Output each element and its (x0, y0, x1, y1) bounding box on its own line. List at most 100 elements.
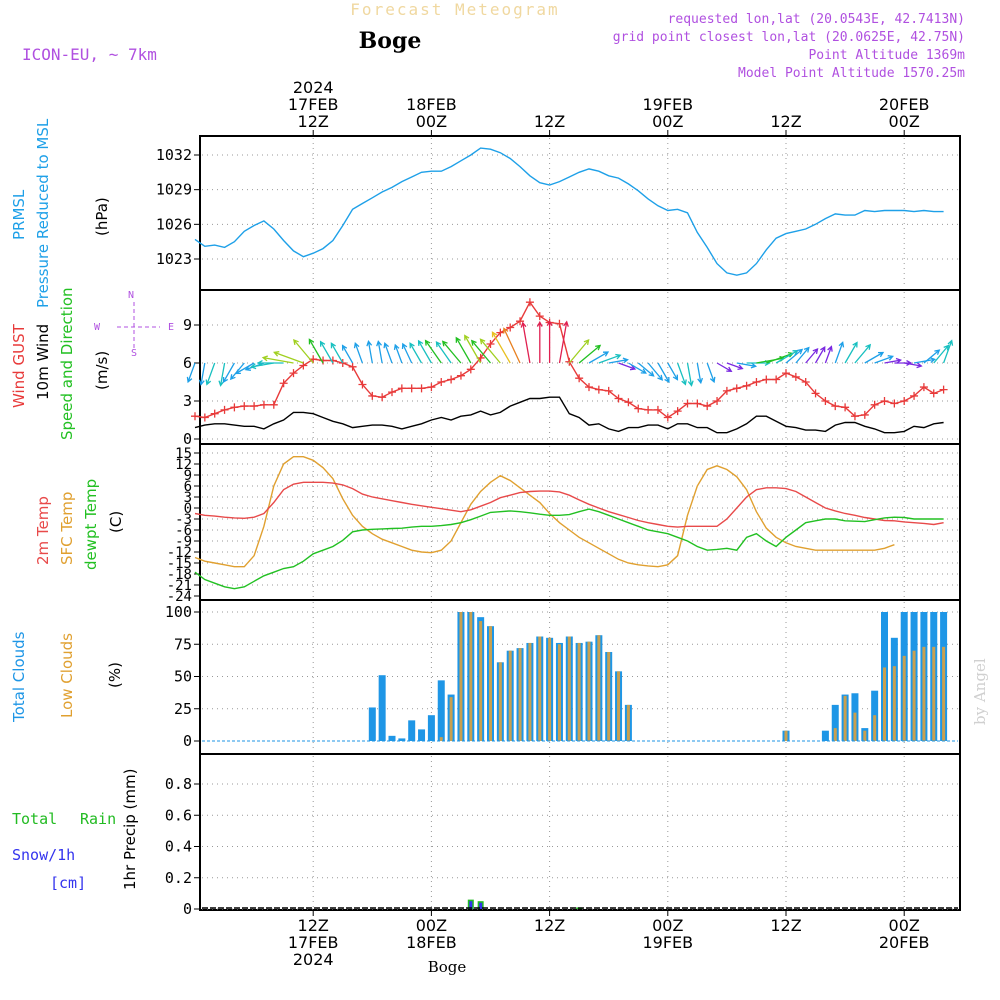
total-cloud-bar (418, 729, 426, 741)
gust-marker (525, 298, 534, 307)
snow-bar (469, 901, 473, 909)
gust-marker (279, 379, 288, 388)
precip-tick-label: 0.8 (165, 775, 192, 793)
low-cloud-bar (557, 644, 561, 741)
temp-tick-label: 3 (184, 490, 192, 506)
gust-marker (210, 409, 219, 418)
gust-marker (841, 403, 850, 412)
prmsl-label: PRMSL (10, 189, 28, 240)
total-cloud-bar (378, 675, 386, 741)
gust-marker (860, 410, 869, 419)
gust-marker (437, 378, 446, 386)
low-cloud-bar (863, 730, 867, 741)
wind-tick-label: 3 (183, 392, 192, 410)
gust-marker (929, 389, 938, 398)
time-axis-label: 20FEB (879, 933, 930, 952)
wind-arrow (198, 362, 206, 386)
wind-arrow (470, 339, 491, 364)
wind-arrow (834, 341, 845, 364)
snow-bar (479, 902, 483, 909)
gust-marker (594, 385, 603, 394)
wind-frame (199, 289, 961, 445)
wind-arrow (618, 362, 637, 371)
gust-marker (693, 399, 702, 408)
wind-arrow (726, 362, 744, 371)
time-axis-label: 00Z (889, 112, 920, 131)
pressure-msl-label: Pressure Reduced to MSL (34, 118, 52, 308)
gust-marker (466, 365, 475, 374)
gust-marker (456, 371, 465, 380)
precip-tick-label: 0.6 (165, 806, 192, 824)
gust-marker (752, 378, 761, 386)
low-cloud-bar (626, 704, 630, 741)
gust-marker (506, 323, 515, 332)
wind-arrow (401, 342, 413, 364)
panel-frames (199, 135, 961, 911)
compass-west: W (94, 322, 101, 333)
time-axis-label: 00Z (416, 112, 447, 131)
gust-marker (663, 413, 672, 422)
gust-marker (634, 404, 643, 413)
wind-arrow (608, 357, 629, 364)
low-cloud-bar (439, 737, 443, 741)
pressure-tick-label: 1029 (156, 181, 192, 199)
gust-marker (791, 372, 800, 381)
temp2m-line (194, 481, 944, 528)
wind-arrow (667, 362, 679, 381)
time-axis-label: 18FEB (406, 95, 457, 114)
wind-arrow (455, 336, 472, 364)
time-axis-label: 12Z (534, 916, 565, 935)
gust-marker (535, 312, 544, 321)
temp-tick-label: 15 (175, 446, 192, 462)
gust-marker (713, 397, 722, 405)
dewpoint-label: dewpt Temp (82, 479, 100, 570)
low-clouds-label: Low Clouds (58, 633, 76, 718)
wind-tick-label: 9 (183, 316, 192, 334)
wind-arrow (536, 320, 543, 363)
footer-location: Boge (428, 958, 467, 976)
total-cloud-bar (437, 680, 445, 741)
low-cloud-bar (469, 612, 473, 741)
time-axis-label: 17FEB (288, 933, 339, 952)
gust-marker (614, 394, 623, 403)
temp2m-label: 2m Temp (34, 496, 52, 565)
wind-arrow (923, 349, 941, 364)
model-label: ICON-EU, ~ 7km (22, 45, 157, 64)
requested-coords: requested lon,lat (20.0543E, 42.7413N) (668, 12, 965, 27)
precip-frame (199, 753, 961, 911)
gust-marker (417, 384, 426, 393)
wind-arrow (904, 362, 923, 369)
low-cloud-bar (853, 712, 857, 741)
low-cloud-bar (784, 730, 788, 741)
temp-tick-label: 9 (184, 468, 192, 484)
time-axis-label: 19FEB (642, 95, 693, 114)
gust-marker (388, 388, 396, 397)
precip-tick-label: 0.4 (165, 838, 192, 856)
total-cloud-bar (427, 715, 435, 741)
meteogram-title: Forecast Meteogram (350, 0, 559, 19)
wind-arrow (330, 342, 344, 364)
wind-arrow (686, 362, 694, 387)
time-axis-label: 12Z (770, 112, 801, 131)
gust-marker (732, 384, 741, 393)
gust-marker (811, 389, 820, 398)
clouds-tick-label: 100 (165, 603, 192, 621)
total-cloud-bar (831, 704, 839, 741)
time-axis-label: 12Z (534, 112, 565, 131)
wind-arrow (785, 348, 804, 364)
low-cloud-bar (508, 650, 512, 741)
gust-marker (919, 383, 928, 392)
low-cloud-bar (912, 650, 916, 741)
clouds-tick-label: 25 (174, 700, 192, 718)
low-cloud-bar (902, 655, 906, 741)
wind-panel: Wind GUST 10m Wind Speed and Direction (… (10, 287, 174, 440)
wind-arrow (464, 334, 482, 364)
temp-frame (199, 443, 961, 601)
wind-arrow (417, 339, 432, 364)
low-cloud-bar (459, 612, 463, 741)
wind-arrow (676, 362, 687, 386)
wind-arrow (894, 360, 913, 366)
wind-arrow (435, 341, 452, 364)
gust-marker (910, 391, 919, 400)
wind-arrow (376, 340, 383, 364)
